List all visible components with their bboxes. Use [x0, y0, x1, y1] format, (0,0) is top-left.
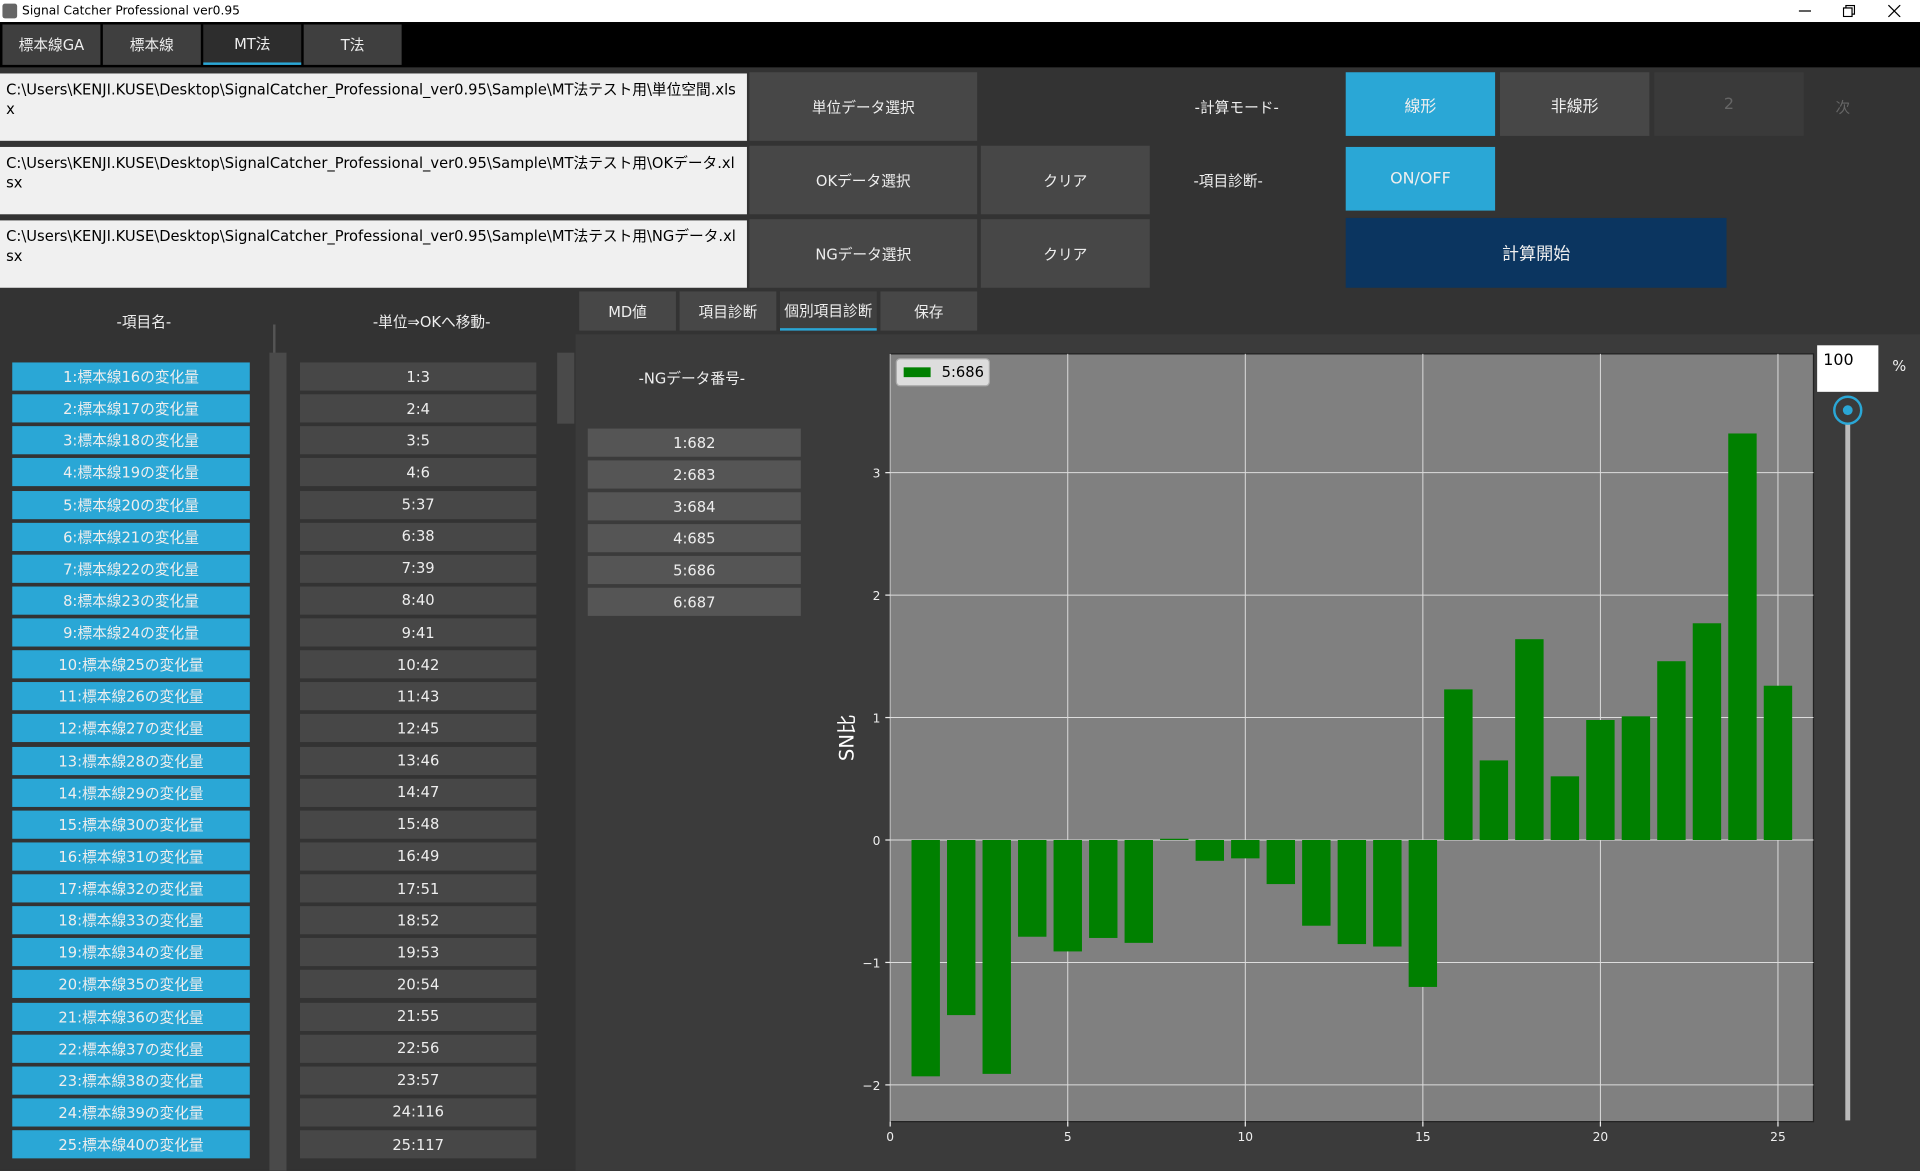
- move-header: -単位⇒OKへ移動-: [372, 312, 491, 331]
- slider-track: [1845, 410, 1851, 1121]
- item-button[interactable]: 20:標本線35の変化量: [12, 970, 250, 999]
- file-path[interactable]: C:\Users\KENJI.KUSE\Desktop\SignalCatche…: [0, 220, 747, 288]
- ng-button[interactable]: 3:684: [587, 492, 801, 521]
- select-button[interactable]: 単位データ選択: [749, 72, 978, 141]
- diagnosis-label: -項目診断-: [1193, 172, 1263, 190]
- moved-button[interactable]: 23:57: [300, 1066, 537, 1095]
- item-button[interactable]: 12:標本線27の変化量: [12, 714, 250, 743]
- clear-button[interactable]: クリア: [980, 145, 1150, 215]
- select-button[interactable]: NGデータ選択: [749, 219, 978, 288]
- minimize-button[interactable]: [1790, 0, 1819, 22]
- ng-header: -NGデータ番号-: [638, 369, 746, 387]
- subtab[interactable]: MD値: [579, 291, 676, 331]
- moved-button[interactable]: 7:39: [300, 554, 537, 583]
- item-button[interactable]: 22:標本線37の変化量: [12, 1034, 250, 1063]
- item-button[interactable]: 24:標本線39の変化量: [12, 1098, 250, 1127]
- select-button[interactable]: OKデータ選択: [749, 145, 978, 215]
- close-button[interactable]: [1880, 0, 1909, 22]
- item-button[interactable]: 10:標本線25の変化量: [12, 650, 250, 679]
- item-button[interactable]: 1:標本線16の変化量: [12, 362, 250, 391]
- tab[interactable]: MT法: [203, 24, 302, 65]
- moved-button[interactable]: 3:5: [300, 426, 537, 455]
- item-button[interactable]: 25:標本線40の変化量: [12, 1130, 250, 1159]
- item-button[interactable]: 7:標本線22の変化量: [12, 554, 250, 583]
- item-button[interactable]: 13:標本線28の変化量: [12, 746, 250, 775]
- ng-button[interactable]: 6:687: [587, 587, 801, 616]
- mode-option[interactable]: 線形: [1345, 72, 1496, 136]
- restore-button[interactable]: [1834, 0, 1863, 22]
- moved-button[interactable]: 5:37: [300, 490, 537, 519]
- item-button[interactable]: 18:標本線33の変化量: [12, 906, 250, 935]
- item-button[interactable]: 5:標本線20の変化量: [12, 490, 250, 519]
- tab[interactable]: 標本線GA: [2, 24, 101, 65]
- moved-button[interactable]: 18:52: [300, 906, 537, 935]
- ng-button[interactable]: 4:685: [587, 524, 801, 553]
- item-button[interactable]: 15:標本線30の変化量: [12, 810, 250, 839]
- item-button[interactable]: 11:標本線26の変化量: [12, 682, 250, 711]
- item-header: -項目名-: [116, 312, 172, 331]
- ng-button[interactable]: 2:683: [587, 460, 801, 489]
- slider-input[interactable]: 100: [1817, 345, 1879, 392]
- moved-button[interactable]: 21:55: [300, 1002, 537, 1031]
- moved-button[interactable]: 11:43: [300, 682, 537, 711]
- moved-button[interactable]: 14:47: [300, 778, 537, 807]
- moved-button[interactable]: 22:56: [300, 1034, 537, 1063]
- tab[interactable]: 標本線: [102, 24, 201, 65]
- ng-button[interactable]: 5:686: [587, 555, 801, 585]
- item-scrollbar: [269, 352, 287, 1171]
- slider-knob[interactable]: [1833, 395, 1863, 425]
- title-bar: [0, 0, 1920, 23]
- moved-button[interactable]: 8:40: [300, 586, 537, 615]
- app-icon: [2, 3, 18, 19]
- item-button[interactable]: 14:標本線29の変化量: [12, 778, 250, 807]
- subtab[interactable]: 保存: [880, 291, 978, 331]
- next-button: 次: [1835, 98, 1851, 116]
- item-button[interactable]: 2:標本線17の変化量: [12, 394, 250, 423]
- file-path[interactable]: C:\Users\KENJI.KUSE\Desktop\SignalCatche…: [0, 146, 747, 215]
- item-button[interactable]: 8:標本線23の変化量: [12, 586, 250, 615]
- item-button[interactable]: 19:標本線34の変化量: [12, 938, 250, 967]
- moved-button[interactable]: 12:45: [300, 714, 537, 743]
- moved-button[interactable]: 15:48: [300, 810, 537, 839]
- file-path[interactable]: C:\Users\KENJI.KUSE\Desktop\SignalCatche…: [0, 73, 747, 141]
- item-button[interactable]: 3:標本線18の変化量: [12, 426, 250, 455]
- moved-button[interactable]: 2:4: [300, 394, 537, 423]
- subtab[interactable]: 項目診断: [679, 291, 777, 331]
- moved-button[interactable]: 6:38: [300, 522, 537, 551]
- moved-button[interactable]: 19:53: [300, 938, 537, 967]
- mode-label: -計算モード-: [1194, 98, 1279, 116]
- mode-option[interactable]: 非線形: [1500, 72, 1650, 136]
- item-button[interactable]: 4:標本線19の変化量: [12, 458, 250, 487]
- slider-unit: %: [1892, 357, 1907, 375]
- item-button[interactable]: 16:標本線31の変化量: [12, 842, 250, 871]
- item-button[interactable]: 6:標本線21の変化量: [12, 522, 250, 551]
- mode-option: 2: [1654, 72, 1804, 136]
- item-button[interactable]: 21:標本線36の変化量: [12, 1002, 250, 1031]
- item-button[interactable]: 17:標本線32の変化量: [12, 874, 250, 903]
- start-button[interactable]: 計算開始: [1345, 217, 1727, 288]
- moved-button[interactable]: 25:117: [300, 1130, 537, 1159]
- moved-button[interactable]: 4:6: [300, 458, 537, 487]
- item-button[interactable]: 23:標本線38の変化量: [12, 1066, 250, 1095]
- moved-button[interactable]: 17:51: [300, 874, 537, 903]
- moved-button[interactable]: 9:41: [300, 618, 537, 647]
- moved-button[interactable]: 16:49: [300, 842, 537, 871]
- subtab[interactable]: 個別項目診断: [780, 291, 877, 331]
- move-scrollbar: [557, 352, 575, 424]
- window-title: Signal Catcher Professional ver0.95: [22, 4, 240, 18]
- toggle-button[interactable]: ON/OFF: [1345, 146, 1496, 211]
- moved-button[interactable]: 1:3: [300, 362, 537, 391]
- moved-button[interactable]: 24:116: [300, 1098, 537, 1127]
- moved-button[interactable]: 10:42: [300, 650, 537, 679]
- item-button[interactable]: 9:標本線24の変化量: [12, 618, 250, 647]
- moved-button[interactable]: 13:46: [300, 746, 537, 775]
- moved-button[interactable]: 20:54: [300, 970, 537, 999]
- clear-button[interactable]: クリア: [980, 219, 1150, 288]
- tab[interactable]: T法: [303, 24, 402, 65]
- ng-button[interactable]: 1:682: [587, 428, 801, 457]
